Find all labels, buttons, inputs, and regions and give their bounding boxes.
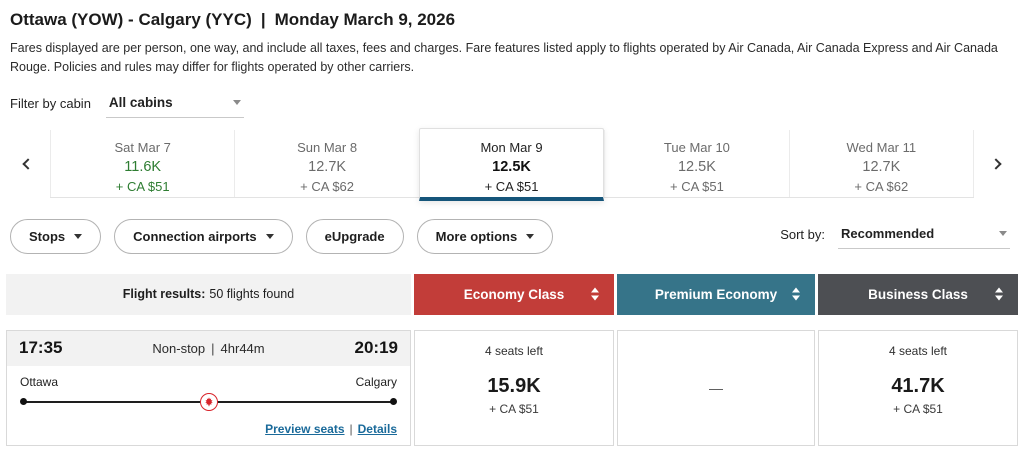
premium-economy-fare-cell: — xyxy=(617,329,815,446)
sort-select[interactable]: Recommended xyxy=(838,223,1010,249)
business-points-price: 41.7K xyxy=(891,374,945,397)
stops-filter-button[interactable]: Stops xyxy=(10,218,102,254)
date-tab-points: 12.7K xyxy=(308,158,347,175)
title-route: Ottawa (YOW) - Calgary (YYC) xyxy=(10,10,252,29)
flight-results-count: 50 flights found xyxy=(209,287,295,302)
title-date: Monday March 9, 2026 xyxy=(274,10,456,29)
flight-times-strip: 17:35 Non-stop | 4hr44m 20:19 xyxy=(7,330,410,366)
business-seats-left: 4 seats left xyxy=(888,343,948,358)
date-tab-sat-mar-7[interactable]: Sat Mar 7 11.6K + CA $51 xyxy=(50,129,234,197)
route-line xyxy=(20,392,397,411)
flight-itinerary-card: 17:35 Non-stop | 4hr44m 20:19 Ottawa Calga… xyxy=(6,329,411,446)
cabin-filter-value: All cabins xyxy=(108,94,173,110)
economy-points-price: 15.9K xyxy=(487,374,541,397)
sort-arrows-icon xyxy=(995,287,1003,301)
results-header-row: Flight results: 50 flights found Economy… xyxy=(0,273,1024,315)
sort-by-label: Sort by: xyxy=(780,226,825,242)
chevron-down-icon xyxy=(999,230,1007,236)
chevron-down-icon xyxy=(232,99,241,105)
flight-card-links: Preview seats | Details xyxy=(7,422,410,445)
air-canada-logo-icon xyxy=(199,392,218,411)
cabin-filter-select[interactable]: All cabins xyxy=(105,92,244,118)
chevron-right-icon xyxy=(990,158,1002,170)
premium-economy-column-header[interactable]: Premium Economy xyxy=(617,273,815,315)
date-tab-cash: + CA $51 xyxy=(115,178,170,194)
fare-disclaimer-text: Fares displayed are per person, one way,… xyxy=(10,41,998,75)
economy-class-column-header[interactable]: Economy Class xyxy=(414,273,614,315)
duration-text: 4hr44m xyxy=(220,340,265,356)
date-tab-sun-mar-8[interactable]: Sun Mar 8 12.7K + CA $62 xyxy=(234,129,418,197)
preview-seats-link[interactable]: Preview seats xyxy=(265,421,345,436)
title-separator: | xyxy=(260,10,266,29)
origin-city-label: Ottawa xyxy=(20,374,59,389)
economy-class-label: Economy Class xyxy=(463,286,565,302)
flight-result-row: 17:35 Non-stop | 4hr44m 20:19 Ottawa Calga… xyxy=(0,329,1024,446)
route-diagram: Ottawa Calgary xyxy=(7,366,410,411)
business-fare-cell[interactable]: 4 seats left 41.7K + CA $51 xyxy=(818,329,1018,446)
date-tab-label: Mon Mar 9 xyxy=(480,139,543,155)
arrival-time: 20:19 xyxy=(354,338,398,358)
business-cash-price: + CA $51 xyxy=(893,401,943,416)
carousel-next-button[interactable] xyxy=(974,129,1018,198)
stops-filter-label: Stops xyxy=(29,228,66,244)
chevron-down-icon xyxy=(265,233,274,239)
date-tab-points: 12.5K xyxy=(492,158,531,175)
sort-arrows-icon xyxy=(591,287,599,301)
carousel-prev-button[interactable] xyxy=(6,129,50,198)
more-options-filter-button[interactable]: More options xyxy=(416,218,554,254)
date-tab-cash: + CA $62 xyxy=(854,178,909,194)
stops-text: Non-stop xyxy=(152,340,206,356)
flight-summary: Non-stop | 4hr44m xyxy=(62,341,354,356)
date-carousel: Sat Mar 7 11.6K + CA $51 Sun Mar 8 12.7K… xyxy=(0,127,1024,201)
date-tab-label: Sun Mar 8 xyxy=(297,139,358,155)
summary-separator: | xyxy=(211,340,215,356)
departure-time: 17:35 xyxy=(19,338,63,358)
connection-airports-label: Connection airports xyxy=(133,228,257,244)
flight-results-label: Flight results: xyxy=(122,287,206,302)
date-tab-label: Tue Mar 10 xyxy=(663,139,730,155)
cabin-filter-row: Filter by cabin All cabins xyxy=(10,92,1012,118)
date-tab-points: 11.6K xyxy=(124,158,162,175)
chevron-down-icon xyxy=(74,233,83,239)
destination-dot xyxy=(390,398,397,406)
economy-seats-left: 4 seats left xyxy=(484,343,544,358)
cabin-filter-label: Filter by cabin xyxy=(10,95,91,111)
premium-economy-label: Premium Economy xyxy=(654,286,778,302)
date-tab-points: 12.7K xyxy=(862,158,901,175)
eupgrade-label: eUpgrade xyxy=(324,228,385,244)
date-tab-cash: + CA $51 xyxy=(484,178,539,194)
date-tab-label: Sat Mar 7 xyxy=(114,139,171,155)
connection-airports-filter-button[interactable]: Connection airports xyxy=(114,218,293,254)
chevron-left-icon xyxy=(22,158,34,170)
date-tab-mon-mar-9-selected[interactable]: Mon Mar 9 12.5K + CA $51 xyxy=(418,127,605,201)
date-tab-tue-mar-10[interactable]: Tue Mar 10 12.5K + CA $51 xyxy=(604,129,788,197)
date-tabs: Sat Mar 7 11.6K + CA $51 Sun Mar 8 12.7K… xyxy=(50,127,975,201)
date-tab-wed-mar-11[interactable]: Wed Mar 11 12.7K + CA $62 xyxy=(788,129,975,197)
sort-control: Sort by: Recommended xyxy=(780,223,1014,249)
sort-arrows-icon xyxy=(792,287,800,301)
origin-dot xyxy=(20,398,27,406)
destination-city-label: Calgary xyxy=(355,374,397,389)
filter-toolbar: Stops Connection airports eUpgrade More … xyxy=(0,218,1024,254)
fare-unavailable-dash: — xyxy=(709,379,723,396)
more-options-label: More options xyxy=(435,228,518,244)
page-title: Ottawa (YOW) - Calgary (YYC) | Monday Marc… xyxy=(10,10,1012,30)
date-tab-cash: + CA $51 xyxy=(669,178,724,194)
date-tab-points: 12.5K xyxy=(677,158,716,175)
date-tab-label: Wed Mar 11 xyxy=(846,139,917,155)
links-separator: | xyxy=(349,421,353,436)
details-link[interactable]: Details xyxy=(357,421,397,436)
flight-results-summary: Flight results: 50 flights found xyxy=(6,273,411,315)
business-class-label: Business Class xyxy=(868,286,968,302)
economy-fare-cell[interactable]: 4 seats left 15.9K + CA $51 xyxy=(414,329,614,446)
date-tab-cash: + CA $62 xyxy=(300,178,355,194)
sort-value: Recommended xyxy=(841,225,935,241)
chevron-down-icon xyxy=(526,233,535,239)
economy-cash-price: + CA $51 xyxy=(489,401,539,416)
business-class-column-header[interactable]: Business Class xyxy=(818,273,1018,315)
eupgrade-filter-button[interactable]: eUpgrade xyxy=(305,218,404,254)
